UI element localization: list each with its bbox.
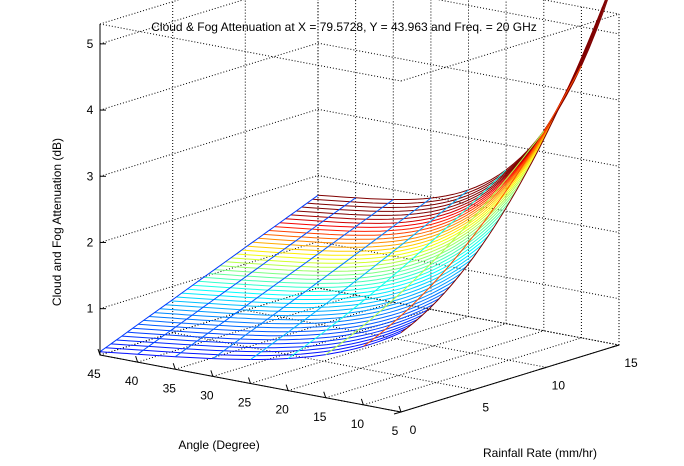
- axis-line: [400, 344, 620, 413]
- z-axis-label: Cloud and Fog Attenuation (dB): [50, 138, 64, 306]
- x-tick-label: 30: [200, 388, 214, 402]
- x-tick-mark: [360, 398, 364, 406]
- y-tick-mark: [611, 344, 620, 348]
- surface-line-angle: [363, 65, 582, 347]
- grid-line-rainfall: [317, 0, 620, 346]
- surface-line-angle: [175, 199, 394, 358]
- grid-line-angle: [212, 0, 432, 377]
- tick-marks: [97, 43, 620, 415]
- x-tick-mark: [210, 370, 214, 377]
- grid-line-z: [99, 0, 620, 45]
- y-axis-label: Rainfall Rate (mm/hr): [483, 446, 597, 460]
- grid-line-z: [99, 108, 620, 177]
- z-tick-label: 2: [87, 235, 94, 249]
- box-edge-back: [99, 23, 402, 82]
- z-tick-label: 4: [87, 103, 94, 117]
- x-tick-label: 10: [351, 417, 365, 431]
- x-tick-mark: [135, 355, 139, 363]
- x-tick-label: 5: [392, 424, 399, 438]
- x-tick-mark: [323, 391, 327, 398]
- surface-line-angle: [212, 197, 432, 360]
- surface-line-angle: [287, 169, 507, 359]
- grid-line-angle: [363, 6, 582, 406]
- grid-line-angle: [175, 0, 394, 370]
- surface-line-angle: [99, 194, 319, 353]
- surface-line-angle: [250, 189, 469, 360]
- chart-title: Cloud & Fog Attenuation at X = 79.5728, …: [151, 20, 537, 34]
- box-edge-back: [542, 0, 620, 15]
- z-tick-label: 5: [87, 37, 94, 51]
- grid-line-angle: [325, 0, 545, 399]
- y-tick-mark: [539, 366, 547, 370]
- surface-mesh: [99, 0, 608, 360]
- x-tick-mark: [172, 363, 176, 370]
- z-tick-label: 3: [87, 169, 94, 183]
- x-tick-mark: [248, 377, 251, 384]
- y-tick-mark: [393, 411, 402, 415]
- surface-line-angle: [325, 130, 545, 356]
- z-tick-label: 1: [87, 302, 94, 316]
- x-axis-label: Angle (Degree): [178, 438, 259, 452]
- box-edge-back: [400, 13, 620, 82]
- grid-line-z: [99, 42, 620, 111]
- grid-line-rainfall: [172, 1, 474, 391]
- x-tick-label: 35: [163, 381, 177, 395]
- x-tick-label: 15: [313, 410, 327, 424]
- x-tick-mark: [285, 384, 289, 391]
- y-tick-label: 0: [410, 423, 417, 437]
- grid-line-angle: [137, 0, 357, 363]
- y-tick-label: 5: [482, 401, 489, 415]
- surface-line-angle: [137, 197, 356, 355]
- x-tick-label: 40: [125, 374, 139, 388]
- x-tick-label: 20: [275, 403, 289, 417]
- x-tick-mark: [97, 348, 101, 356]
- y-tick-label: 10: [552, 378, 566, 392]
- x-tick-label: 45: [87, 367, 101, 381]
- surface-line-angle: [400, 0, 606, 333]
- x-tick-mark: [398, 405, 402, 413]
- y-tick-mark: [466, 389, 474, 393]
- x-tick-label: 25: [238, 396, 252, 410]
- grid-line-z: [99, 174, 620, 243]
- y-tick-label: 15: [624, 356, 638, 370]
